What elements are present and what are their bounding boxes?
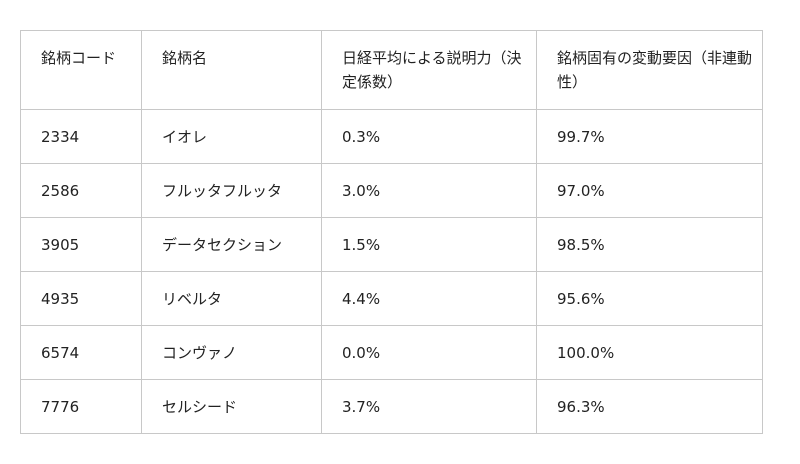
cell-r-squared: 3.0% [321,163,537,218]
cell-r-squared: 4.4% [321,271,537,326]
cell-idiosyncratic: 95.6% [536,271,763,326]
cell-idiosyncratic: 98.5% [536,217,763,272]
table-row: 2334 イオレ 0.3% 99.7% [20,109,763,164]
table-header: 銘柄コード 銘柄名 日経平均による説明力（決定係数） 銘柄固有の変動要因（非連動… [20,30,763,110]
data-table-container: 銘柄コード 銘柄名 日経平均による説明力（決定係数） 銘柄固有の変動要因（非連動… [20,30,763,434]
cell-idiosyncratic: 100.0% [536,325,763,380]
cell-stock-code: 4935 [20,271,142,326]
header-stock-code: 銘柄コード [20,30,142,110]
cell-stock-code: 7776 [20,379,142,434]
cell-stock-name: イオレ [141,109,322,164]
cell-idiosyncratic: 96.3% [536,379,763,434]
cell-stock-name: コンヴァノ [141,325,322,380]
cell-stock-code: 2334 [20,109,142,164]
header-stock-name: 銘柄名 [141,30,322,110]
stock-table: 銘柄コード 銘柄名 日経平均による説明力（決定係数） 銘柄固有の変動要因（非連動… [20,30,763,434]
cell-stock-code: 6574 [20,325,142,380]
table-row: 3905 データセクション 1.5% 98.5% [20,217,763,272]
table-row: 2586 フルッタフルッタ 3.0% 97.0% [20,163,763,218]
table-row: 6574 コンヴァノ 0.0% 100.0% [20,325,763,380]
cell-stock-name: セルシード [141,379,322,434]
cell-stock-name: データセクション [141,217,322,272]
cell-stock-code: 2586 [20,163,142,218]
cell-idiosyncratic: 97.0% [536,163,763,218]
header-row: 銘柄コード 銘柄名 日経平均による説明力（決定係数） 銘柄固有の変動要因（非連動… [20,30,763,110]
cell-r-squared: 0.0% [321,325,537,380]
header-idiosyncratic-factor: 銘柄固有の変動要因（非連動性） [536,30,763,110]
cell-r-squared: 0.3% [321,109,537,164]
table-body: 2334 イオレ 0.3% 99.7% 2586 フルッタフルッタ 3.0% 9… [20,109,763,434]
header-nikkei-explanatory-power: 日経平均による説明力（決定係数） [321,30,537,110]
cell-r-squared: 1.5% [321,217,537,272]
cell-stock-code: 3905 [20,217,142,272]
cell-stock-name: フルッタフルッタ [141,163,322,218]
cell-r-squared: 3.7% [321,379,537,434]
cell-idiosyncratic: 99.7% [536,109,763,164]
table-row: 7776 セルシード 3.7% 96.3% [20,379,763,434]
table-row: 4935 リベルタ 4.4% 95.6% [20,271,763,326]
cell-stock-name: リベルタ [141,271,322,326]
